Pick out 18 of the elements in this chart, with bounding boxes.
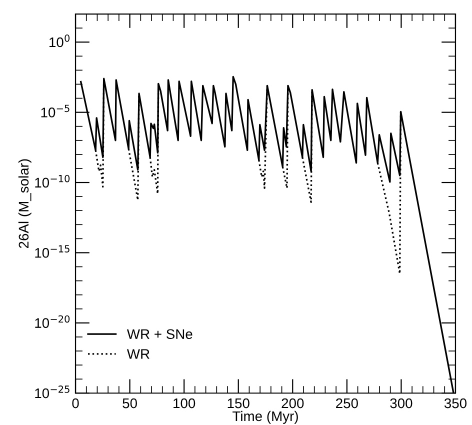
y-tick-label: 10$^{−10}$ [35,174,70,188]
x-tick-label: 200 [282,398,304,408]
x-axis-title: Time (Myr) [232,410,298,424]
y-axis-title: 26Al (M_solar) [18,159,32,248]
x-tick-label: 150 [228,398,250,408]
legend-label: WR [126,349,150,359]
y-tick-label: 10$^{0}$ [49,34,70,48]
x-tick-label: 250 [336,398,358,408]
y-tick-label: 10$^{−15}$ [35,245,70,258]
legend-label: WR + SNe [126,329,192,340]
y-tick-label: 10$^{−25}$ [35,386,70,398]
x-tick-label: 350 [444,398,467,408]
x-tick-label: 50 [122,398,137,408]
x-tick-label: 300 [390,398,412,408]
x-tick-label: 100 [174,398,196,408]
y-tick-label: 10$^{−5}$ [41,104,70,118]
y-tick-label: 10$^{−20}$ [35,315,70,328]
x-tick-label: 0 [72,398,79,408]
